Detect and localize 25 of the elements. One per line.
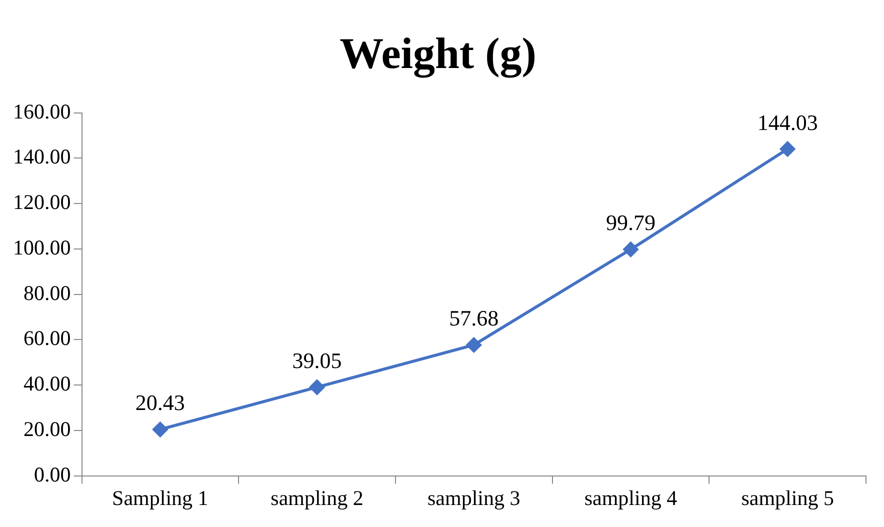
point [152, 422, 168, 437]
x-tick-label: Sampling 1 [112, 486, 208, 510]
y-tick-label: 100.00 [13, 235, 71, 260]
x-tick-label: sampling 5 [741, 486, 834, 510]
y-tick-label: 80.00 [24, 280, 71, 305]
x-tick-label: sampling 4 [584, 486, 678, 510]
data-label: 39.05 [292, 348, 342, 373]
data-label: 99.79 [606, 210, 656, 236]
data-label: 57.68 [449, 306, 499, 331]
point [310, 380, 325, 395]
y-tick-label: 40.00 [24, 372, 71, 396]
y-tick-label: 140.00 [13, 144, 71, 169]
y-tick-label: 20.00 [24, 416, 71, 441]
chart-title: Weight (g) [340, 28, 536, 78]
x-tick-label: sampling 3 [428, 486, 520, 510]
data-label: 144.03 [757, 110, 818, 135]
y-tick-label: 0.00 [34, 462, 71, 486]
point [623, 242, 638, 257]
y-tick-label: 120.00 [13, 190, 71, 214]
point [466, 337, 482, 352]
data-label: 20.43 [135, 390, 185, 416]
point [780, 142, 796, 157]
y-tick-label: 60.00 [24, 326, 71, 350]
y-tick-label: 160.00 [13, 99, 71, 124]
x-tick-label: sampling 2 [270, 486, 364, 510]
